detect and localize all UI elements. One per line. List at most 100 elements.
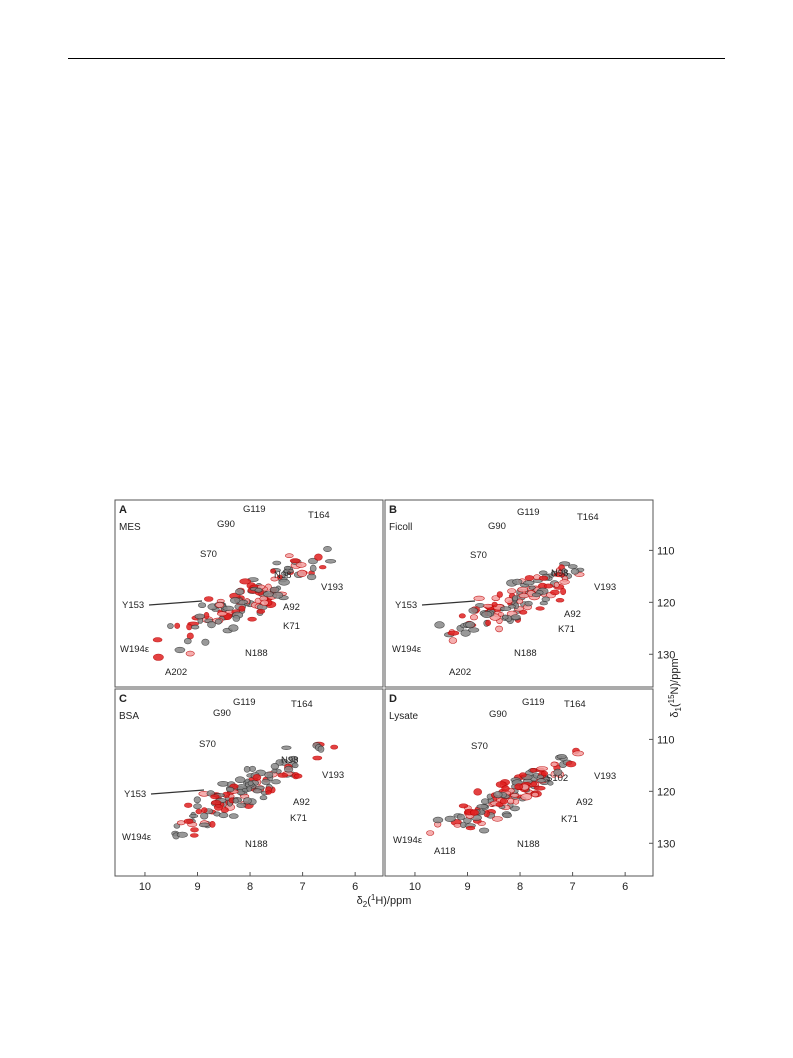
peak [470, 614, 479, 621]
peak [553, 581, 560, 588]
peaks [434, 561, 585, 644]
x-tick-label: 7 [300, 881, 306, 893]
peak [432, 816, 444, 824]
peak [232, 615, 241, 622]
peak-label: T164 [308, 510, 330, 521]
peak [213, 804, 223, 811]
peaks [426, 747, 584, 836]
peak [460, 629, 471, 637]
peak [272, 591, 284, 599]
peak [493, 791, 503, 799]
peak-label: T164 [291, 699, 313, 710]
peak [533, 785, 546, 791]
peak [285, 553, 294, 559]
peak [502, 812, 512, 819]
peak [247, 616, 257, 622]
peak-label: V193 [594, 582, 616, 593]
peak [153, 653, 164, 661]
peak [203, 596, 214, 602]
peak-label: A92 [283, 602, 300, 613]
peak [314, 553, 323, 561]
peak [293, 773, 303, 779]
peak [256, 609, 266, 614]
peak [198, 822, 210, 828]
peak [207, 620, 216, 629]
peak [520, 793, 532, 801]
peak [291, 762, 299, 769]
peak-label: V193 [322, 770, 344, 781]
peak [246, 786, 253, 792]
peak [550, 761, 558, 767]
peak-label: N188 [245, 648, 268, 659]
peak [174, 646, 186, 654]
y-tick-label: 120 [657, 597, 675, 609]
peak [556, 754, 567, 760]
peak [458, 803, 469, 809]
peak [565, 760, 577, 768]
peak [167, 623, 174, 629]
peak-label: K71 [558, 624, 575, 635]
leader-line [150, 789, 205, 795]
peak [531, 791, 539, 798]
peak [456, 813, 465, 821]
peak [276, 574, 283, 580]
peak [535, 606, 545, 611]
peak [507, 588, 517, 594]
peak-label: Y153 [122, 600, 144, 611]
peak-label: K71 [283, 621, 300, 632]
x-axis-title: δ2(1H)/ppm [357, 893, 412, 909]
panel-condition: Lysate [389, 711, 419, 722]
peak [504, 597, 514, 604]
panel: A MES G119 T164 G90 S70 N98 V193 Y153 A92 K71 W194ε… [114, 499, 384, 688]
peak [210, 794, 220, 800]
x-tick-label: 6 [352, 881, 358, 893]
panel: C BSA G119 T164 G90 S70 N98 V193 Y153 A92 K71 W194ε… [114, 688, 384, 893]
leader-line [148, 600, 203, 606]
peak [152, 637, 163, 643]
peak-label: G90 [217, 519, 235, 530]
peak [209, 820, 216, 828]
x-tick-label: 6 [622, 881, 628, 893]
peak [519, 772, 527, 778]
peak [524, 575, 535, 581]
peak-label: Y153 [124, 789, 146, 800]
peak [458, 613, 466, 619]
peak-label: S102 [546, 773, 568, 784]
peak-label: K71 [561, 814, 578, 825]
peak [185, 650, 195, 657]
peak [507, 797, 515, 805]
peak [289, 558, 301, 564]
peak [215, 602, 225, 608]
peak [218, 812, 229, 819]
peak [222, 605, 234, 611]
peak-label: V193 [594, 771, 616, 782]
peak [536, 778, 546, 783]
peak [480, 798, 490, 805]
peak [550, 589, 560, 596]
peak [242, 797, 252, 805]
peak-label: S70 [200, 549, 217, 560]
peak [217, 781, 229, 787]
peak [553, 768, 563, 776]
peak [426, 830, 435, 836]
peak [243, 766, 251, 773]
peak [553, 572, 566, 578]
peak-label: T164 [564, 699, 586, 710]
peak [295, 562, 307, 568]
peak [201, 638, 210, 646]
peak [510, 614, 521, 620]
peak [236, 802, 247, 808]
peak [529, 768, 537, 773]
peak [514, 783, 524, 790]
x-tick-label: 7 [570, 881, 576, 893]
x-tick-label: 9 [194, 881, 200, 893]
peak-label: W194ε [393, 835, 423, 846]
peak [491, 601, 498, 608]
peak [499, 797, 508, 805]
peak [531, 592, 541, 598]
peak-label: W194ε [122, 832, 152, 843]
peak-label: G90 [213, 708, 231, 719]
peak [265, 790, 272, 795]
peak [468, 607, 478, 614]
